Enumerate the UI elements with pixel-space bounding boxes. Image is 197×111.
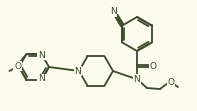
Text: O: O: [150, 61, 156, 70]
Text: N: N: [134, 74, 140, 83]
Text: N: N: [110, 7, 117, 16]
Text: N: N: [75, 66, 81, 75]
Text: N: N: [38, 51, 45, 59]
Text: O: O: [14, 61, 21, 70]
Text: O: O: [167, 77, 175, 86]
Text: N: N: [38, 74, 45, 83]
